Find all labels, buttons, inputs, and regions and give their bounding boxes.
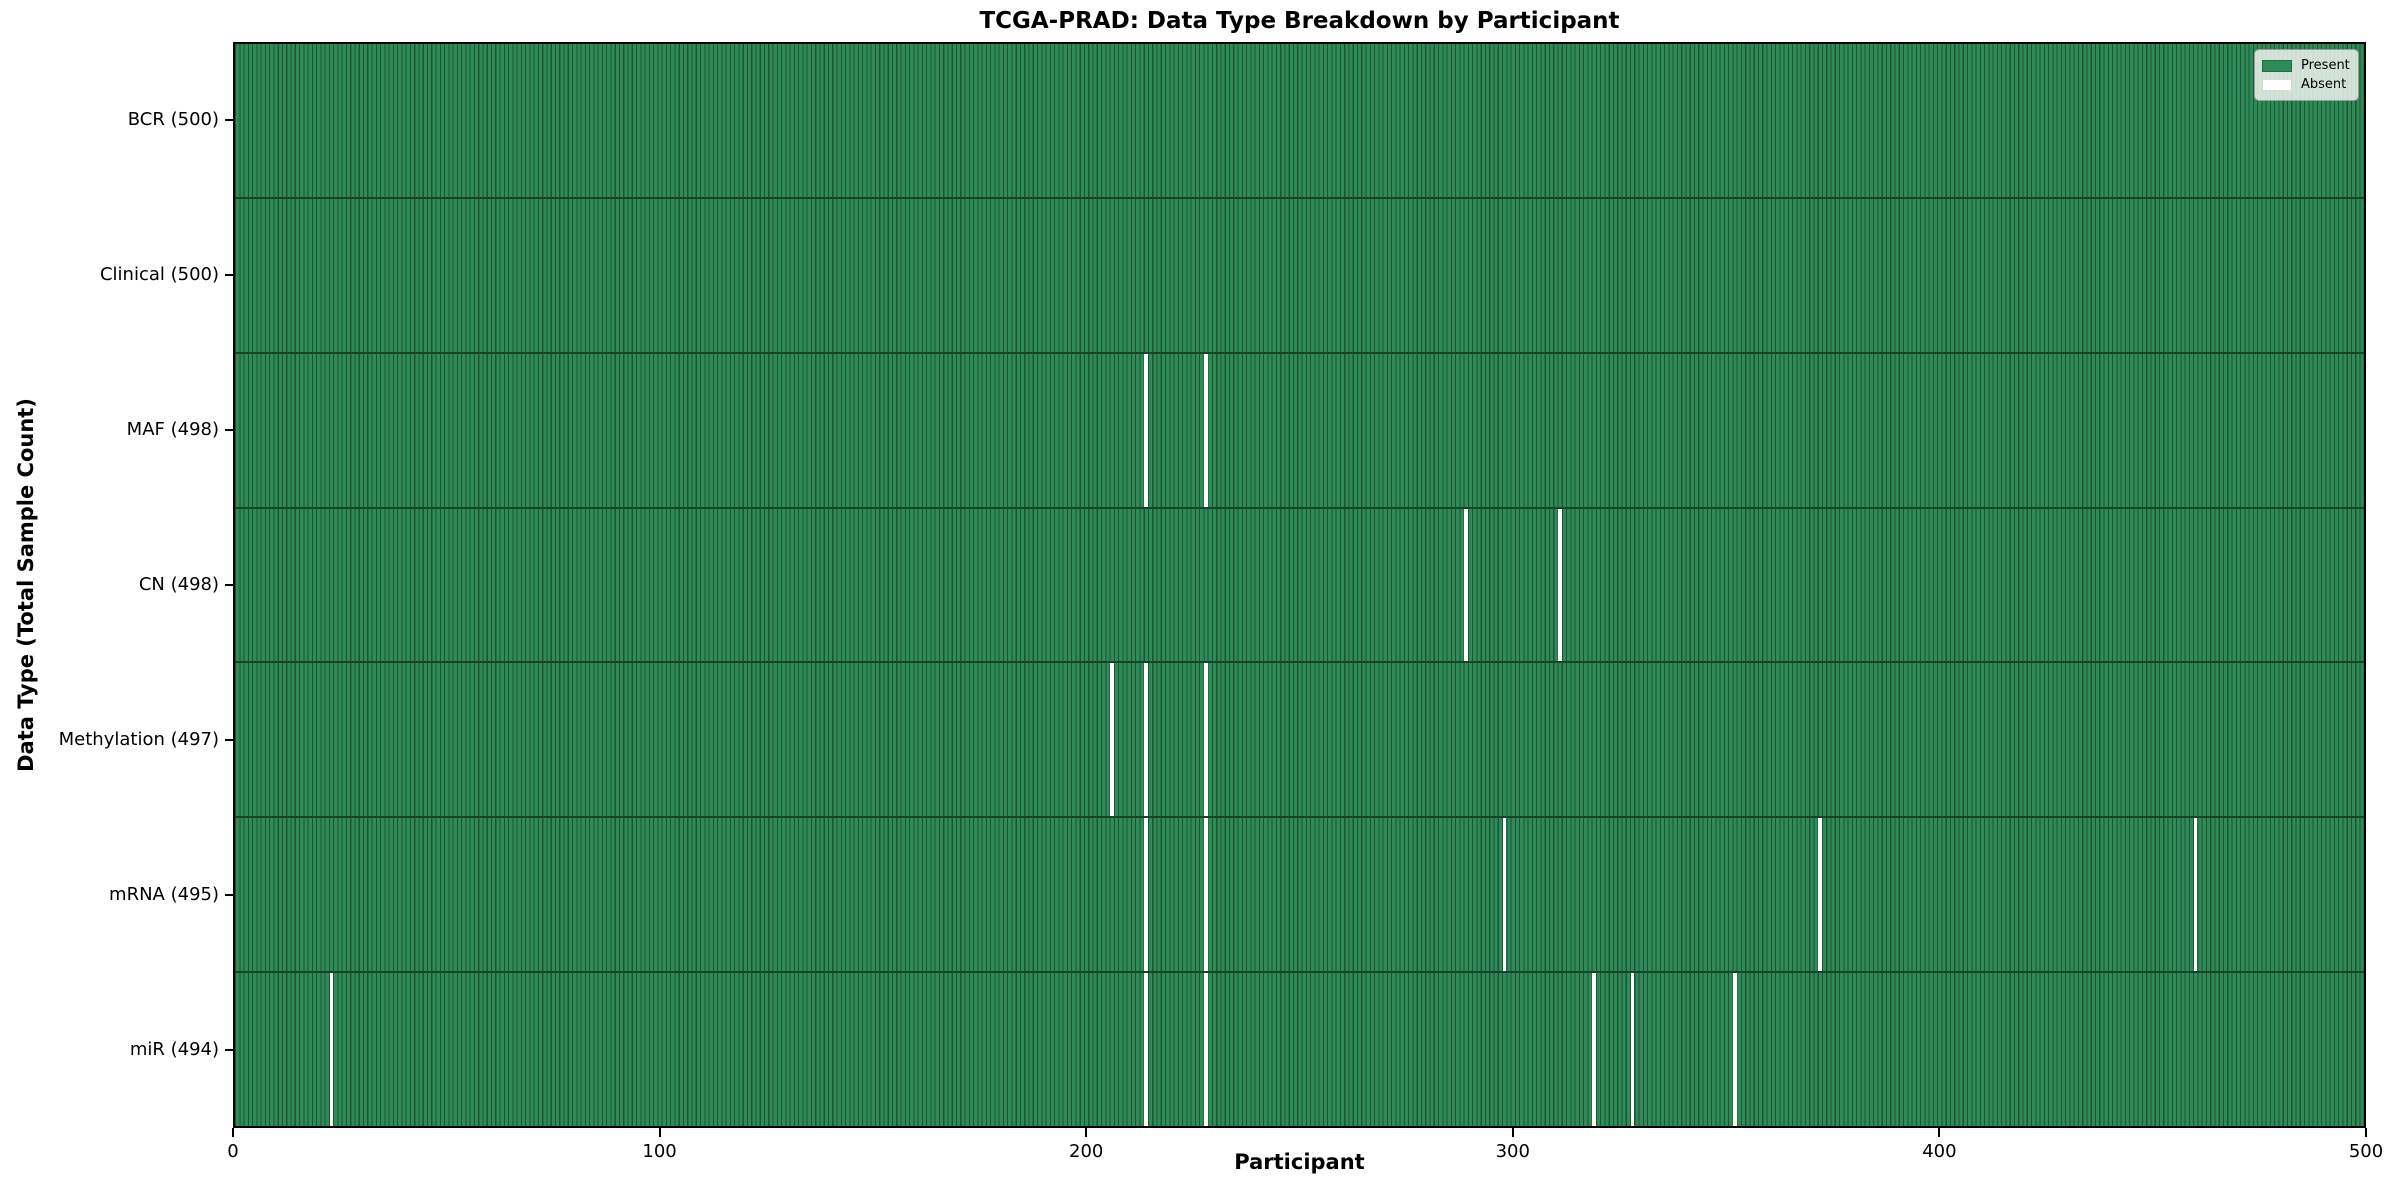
absent-cell-CN-288 bbox=[1464, 508, 1468, 662]
x-tick-label-100: 100 bbox=[642, 1141, 677, 1162]
absent-cell-miR-22 bbox=[329, 973, 334, 1127]
absent-cell-CN-310 bbox=[1558, 508, 1562, 662]
absent-cell-miR-227 bbox=[1204, 973, 1208, 1127]
y-tick-label-MAF: MAF (498) bbox=[126, 418, 219, 440]
x-tick-mark bbox=[1938, 1128, 1941, 1137]
x-tick-mark bbox=[232, 1128, 234, 1137]
y-tick-label-CN: CN (498) bbox=[138, 574, 219, 595]
x-tick-label-0: 0 bbox=[227, 1141, 239, 1162]
heatmap-row-mRNA bbox=[235, 816, 2364, 972]
x-tick-mark bbox=[658, 1128, 661, 1137]
y-tick-mark bbox=[225, 739, 233, 742]
heatmap-row-BCR bbox=[235, 44, 2364, 197]
y-tick-mark bbox=[225, 273, 233, 276]
absent-cell-Methylation-213 bbox=[1144, 663, 1148, 817]
absent-cell-Methylation-227 bbox=[1204, 663, 1208, 817]
absent-cell-mRNA-297 bbox=[1502, 818, 1507, 972]
heatmap-row-MAF bbox=[235, 351, 2364, 507]
heatmap-row-CN bbox=[235, 506, 2364, 662]
legend-swatch-present-icon bbox=[2262, 59, 2292, 72]
absent-cell-MAF-227 bbox=[1204, 353, 1208, 507]
y-tick-label-Methylation: Methylation (497) bbox=[58, 729, 219, 751]
x-tick-mark bbox=[1085, 1128, 1088, 1137]
legend: Present Absent bbox=[2254, 49, 2359, 101]
plot-area bbox=[233, 42, 2366, 1128]
x-tick-mark bbox=[1511, 1128, 1514, 1137]
absent-cell-mRNA-371 bbox=[1818, 818, 1822, 972]
chart-title: TCGA-PRAD: Data Type Breakdown by Partic… bbox=[979, 8, 1620, 34]
legend-entry-absent: Absent bbox=[2262, 76, 2350, 93]
absent-cell-miR-351 bbox=[1733, 973, 1737, 1127]
x-tick-label-200: 200 bbox=[1069, 1141, 1104, 1162]
y-tick-label-miR: miR (494) bbox=[129, 1039, 219, 1061]
x-tick-mark bbox=[2365, 1128, 2367, 1137]
absent-cell-mRNA-459 bbox=[2193, 818, 2198, 972]
y-tick-label-mRNA: mRNA (495) bbox=[109, 884, 219, 906]
y-tick-mark bbox=[225, 428, 233, 431]
x-tick-label-500: 500 bbox=[2348, 1141, 2384, 1162]
legend-label-absent: Absent bbox=[2301, 77, 2347, 92]
y-tick-mark bbox=[225, 584, 233, 586]
absent-cell-MAF-213 bbox=[1144, 353, 1148, 507]
y-tick-mark bbox=[225, 894, 233, 897]
absent-cell-miR-213 bbox=[1144, 973, 1148, 1127]
y-tick-label-Clinical: Clinical (500) bbox=[99, 263, 219, 285]
legend-label-present: Present bbox=[2301, 58, 2350, 73]
y-tick-mark bbox=[225, 1049, 233, 1052]
heatmap-row-miR bbox=[235, 971, 2364, 1127]
y-tick-mark bbox=[225, 118, 233, 121]
absent-cell-mRNA-227 bbox=[1204, 818, 1208, 972]
legend-entry-present: Present bbox=[2262, 57, 2350, 74]
absent-cell-Methylation-205 bbox=[1110, 663, 1114, 817]
absent-cell-mRNA-213 bbox=[1144, 818, 1148, 972]
x-tick-label-400: 400 bbox=[1922, 1141, 1957, 1162]
legend-swatch-absent-icon bbox=[2262, 78, 2292, 91]
heatmap-row-Methylation bbox=[235, 661, 2364, 817]
heatmap-row-Clinical bbox=[235, 196, 2364, 352]
y-tick-label-BCR: BCR (500) bbox=[127, 108, 219, 130]
x-axis-label: Participant bbox=[1234, 1150, 1365, 1174]
x-tick-label-300: 300 bbox=[1495, 1141, 1530, 1162]
absent-cell-miR-327 bbox=[1630, 973, 1635, 1127]
absent-cell-miR-318 bbox=[1592, 973, 1596, 1127]
